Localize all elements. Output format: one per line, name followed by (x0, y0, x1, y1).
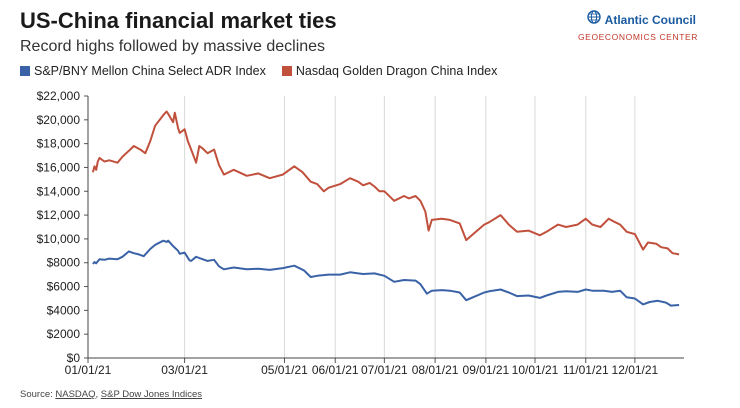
y-tick-label-8: $16,000 (37, 160, 81, 174)
legend-swatch-golden-dragon (281, 66, 292, 76)
chart-title: US-China financial market ties (20, 8, 337, 33)
x-tick-label-2: 05/01/21 (261, 363, 308, 377)
source-prefix: Source: (20, 389, 56, 400)
source-separator: , (95, 389, 101, 400)
y-tick-label-11: $22,000 (37, 89, 81, 103)
y-tick-label-4: $8000 (47, 256, 81, 270)
legend-label-golden-dragon: Nasdaq Golden Dragon China Index (295, 64, 498, 78)
y-tick-label-2: $4000 (47, 303, 81, 317)
x-tick-label-4: 07/01/21 (361, 363, 408, 377)
legend-label-adr: S&P/BNY Mellon China Select ADR Index (34, 64, 266, 78)
y-tick-label-1: $2000 (47, 327, 81, 341)
x-tick-label-8: 11/01/21 (563, 363, 609, 377)
y-tick-label-9: $18,000 (37, 137, 81, 151)
legend-item-adr: S&P/BNY Mellon China Select ADR Index (20, 64, 266, 78)
x-tick-label-6: 09/01/21 (463, 363, 510, 377)
source-note: Source: NASDAQ, S&P Dow Jones Indices (20, 389, 202, 400)
source-link-nasdaq[interactable]: NASDAQ (55, 389, 96, 400)
series-line-golden-dragon (91, 110, 680, 256)
legend-swatch-adr (20, 66, 30, 76)
x-tick-label-1: 03/01/21 (161, 363, 208, 377)
x-tick-label-9: 12/01/21 (612, 363, 659, 377)
series-line-adr (92, 239, 680, 307)
x-tick-label-7: 10/01/21 (512, 363, 559, 377)
y-tick-label-0: $0 (67, 351, 81, 365)
y-tick-label-10: $20,000 (37, 113, 81, 127)
brand-logo[interactable]: Atlantic Council GEOECONOMICS CENTER (577, 10, 698, 42)
chart-legend: S&P/BNY Mellon China Select ADR Index Na… (20, 64, 497, 78)
brand-name: Atlantic Council (604, 12, 696, 27)
x-tick-label-5: 08/01/21 (412, 363, 459, 377)
x-tick-label-3: 06/01/21 (312, 363, 359, 377)
legend-item-golden-dragon: Nasdaq Golden Dragon China Index (281, 64, 498, 78)
y-tick-label-6: $12,000 (37, 208, 81, 222)
brand-subtitle: GEOECONOMICS CENTER (577, 32, 698, 42)
globe-icon (586, 10, 601, 29)
y-tick-label-3: $6000 (47, 280, 81, 294)
y-tick-label-5: $10,000 (37, 232, 81, 246)
source-link-spdji[interactable]: S&P Dow Jones Indices (100, 389, 203, 400)
x-tick-label-0: 01/01/21 (65, 363, 112, 377)
chart-subtitle: Record highs followed by massive decline… (20, 38, 326, 55)
y-tick-label-7: $14,000 (37, 184, 81, 198)
